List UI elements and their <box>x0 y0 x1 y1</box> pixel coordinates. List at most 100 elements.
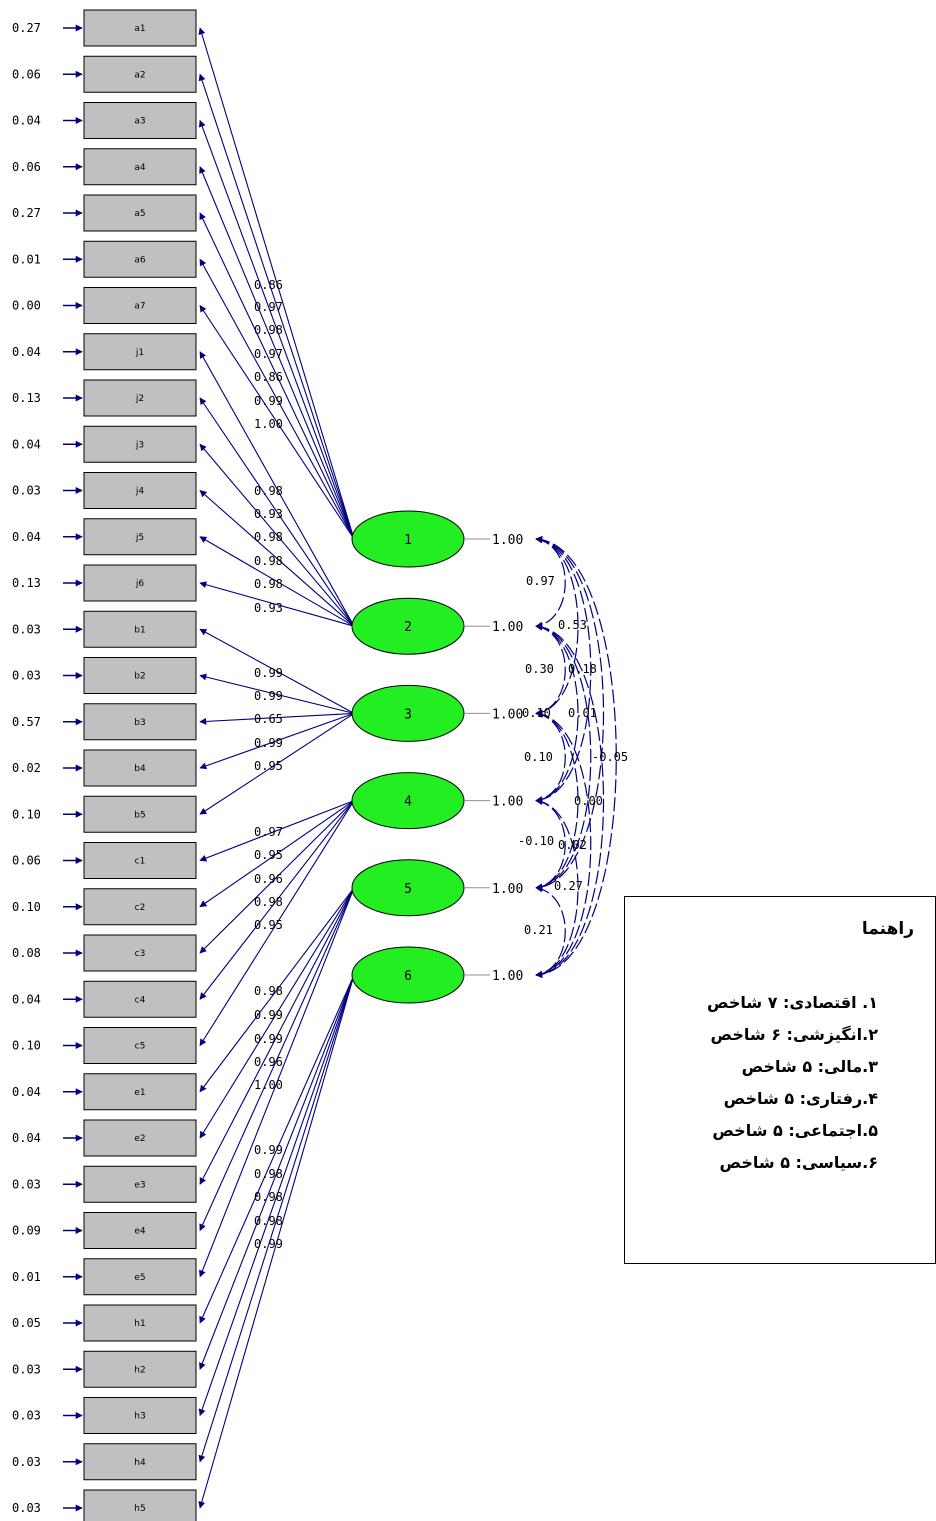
loading-arrow <box>199 712 355 725</box>
indicator-box <box>83 610 197 648</box>
indicator-label: h2 <box>134 1365 145 1375</box>
factor-5-label: 5 <box>404 882 412 897</box>
indicator-label: a5 <box>134 209 145 219</box>
loading-label: 0.96 <box>254 872 283 886</box>
loading-arrow <box>199 800 355 1047</box>
loading-label: 0.98 <box>254 1190 283 1204</box>
error-variance: 0.04 <box>12 1085 41 1099</box>
indicator-box <box>83 333 197 371</box>
factor-2-label: 2 <box>404 620 412 635</box>
error-variance: 0.04 <box>12 1131 41 1145</box>
error-variance: 0.03 <box>12 1409 41 1423</box>
indicator-box <box>83 842 197 879</box>
correlation-label: 0.53 <box>558 618 587 632</box>
loading-label: 0.93 <box>254 601 283 615</box>
loading-label: 0.99 <box>254 689 283 703</box>
error-variance: 0.04 <box>12 992 41 1006</box>
error-variance: 0.02 <box>12 761 41 775</box>
indicator-label: a4 <box>134 163 146 173</box>
indicator-box <box>83 1212 197 1249</box>
legend-item-financial: ۳.مالی: ۵ شاخص <box>741 1057 878 1076</box>
factor-6-label: 6 <box>404 969 412 984</box>
loading-label: 0.98 <box>254 895 283 909</box>
loading-label: 0.98 <box>254 984 283 998</box>
indicator-label: e5 <box>134 1273 145 1283</box>
loading-arrow <box>199 628 355 714</box>
indicator-label: j3 <box>135 440 144 450</box>
loading-arrow <box>199 490 355 627</box>
loading-label: 0.98 <box>254 484 283 498</box>
factor-3-label: 3 <box>404 707 412 722</box>
correlation-arc <box>535 535 617 979</box>
indicator-label: h4 <box>134 1458 146 1468</box>
indicator-label: b4 <box>134 764 146 774</box>
loading-arrow <box>198 27 355 540</box>
factor-2-variance: 1.00 <box>492 620 523 635</box>
loading-arrow <box>199 443 355 627</box>
loading-arrow <box>199 258 355 540</box>
indicator-label: h3 <box>134 1412 145 1422</box>
correlation-arc <box>535 535 604 891</box>
error-variance: 0.08 <box>12 946 41 960</box>
loading-label: 0.98 <box>254 554 283 568</box>
loading-arrow <box>199 581 355 627</box>
error-variance: 0.04 <box>12 114 41 128</box>
indicator-box <box>83 1443 197 1481</box>
loading-arrow <box>199 800 355 908</box>
loading-arrow <box>199 887 355 1185</box>
loading-arrow <box>199 712 355 770</box>
correlation-label: 0.10 <box>524 750 553 764</box>
indicator-box <box>83 564 197 602</box>
error-variance: 0.10 <box>12 807 41 821</box>
loading-label: 0.98 <box>254 1214 283 1228</box>
loading-arrow <box>198 974 355 1463</box>
error-variance: 0.06 <box>12 67 41 81</box>
correlation-label: 0.27 <box>554 879 583 893</box>
error-variance: 0.03 <box>12 622 41 636</box>
loading-label: 0.99 <box>254 1008 283 1022</box>
legend-box: راهنما ۱. اقتصادی: ۷ شاخص ۲.انگیزشی: ۶ ش… <box>624 896 936 1264</box>
loading-label: 0.96 <box>254 1055 283 1069</box>
indicator-label: e2 <box>134 1134 145 1144</box>
indicator-box <box>83 1073 197 1111</box>
loading-label: 0.95 <box>254 848 283 862</box>
indicator-box <box>83 55 197 93</box>
error-variance: 0.04 <box>12 530 41 544</box>
legend-item-economic: ۱. اقتصادی: ۷ شاخص <box>707 993 878 1012</box>
loading-label: 0.98 <box>254 530 283 544</box>
loading-label: 0.98 <box>254 1167 283 1181</box>
error-variance: 0.05 <box>12 1316 41 1330</box>
indicator-label: j2 <box>135 394 144 404</box>
loading-arrow <box>199 673 355 714</box>
indicator-label: c5 <box>135 1042 146 1052</box>
loading-label: 0.97 <box>254 347 283 361</box>
error-variance: 0.03 <box>12 1177 41 1191</box>
error-variance: 0.03 <box>12 1455 41 1469</box>
indicator-label: c4 <box>135 995 146 1005</box>
factor-1-label: 1 <box>404 533 412 548</box>
error-variance: 0.06 <box>12 854 41 868</box>
error-variance: 0.01 <box>12 252 41 266</box>
indicator-label: h1 <box>134 1319 145 1329</box>
loading-arrow <box>199 974 355 1324</box>
error-variance: 0.03 <box>12 669 41 683</box>
indicator-box <box>83 1489 197 1521</box>
indicator-box <box>83 1350 197 1388</box>
legend-item-political: ۶.سیاسی: ۵ شاخص <box>719 1153 878 1172</box>
factor-6-variance: 1.00 <box>492 969 523 984</box>
indicator-box <box>83 888 197 926</box>
loading-label: 1.00 <box>254 417 283 431</box>
indicator-label: e1 <box>134 1088 145 1098</box>
loading-arrow <box>199 887 355 1278</box>
legend-item-social: ۵.اجتماعی: ۵ شاخص <box>712 1121 878 1140</box>
loading-arrow <box>199 536 355 627</box>
loading-arrow <box>199 800 355 1000</box>
loading-label: 0.99 <box>254 1032 283 1046</box>
correlation-label: 0.18 <box>568 662 597 676</box>
indicator-label: c1 <box>135 857 146 867</box>
indicator-box <box>83 1304 197 1342</box>
indicator-label: a7 <box>134 302 145 312</box>
loading-label: 0.99 <box>254 394 283 408</box>
loading-arrow <box>199 887 355 1139</box>
